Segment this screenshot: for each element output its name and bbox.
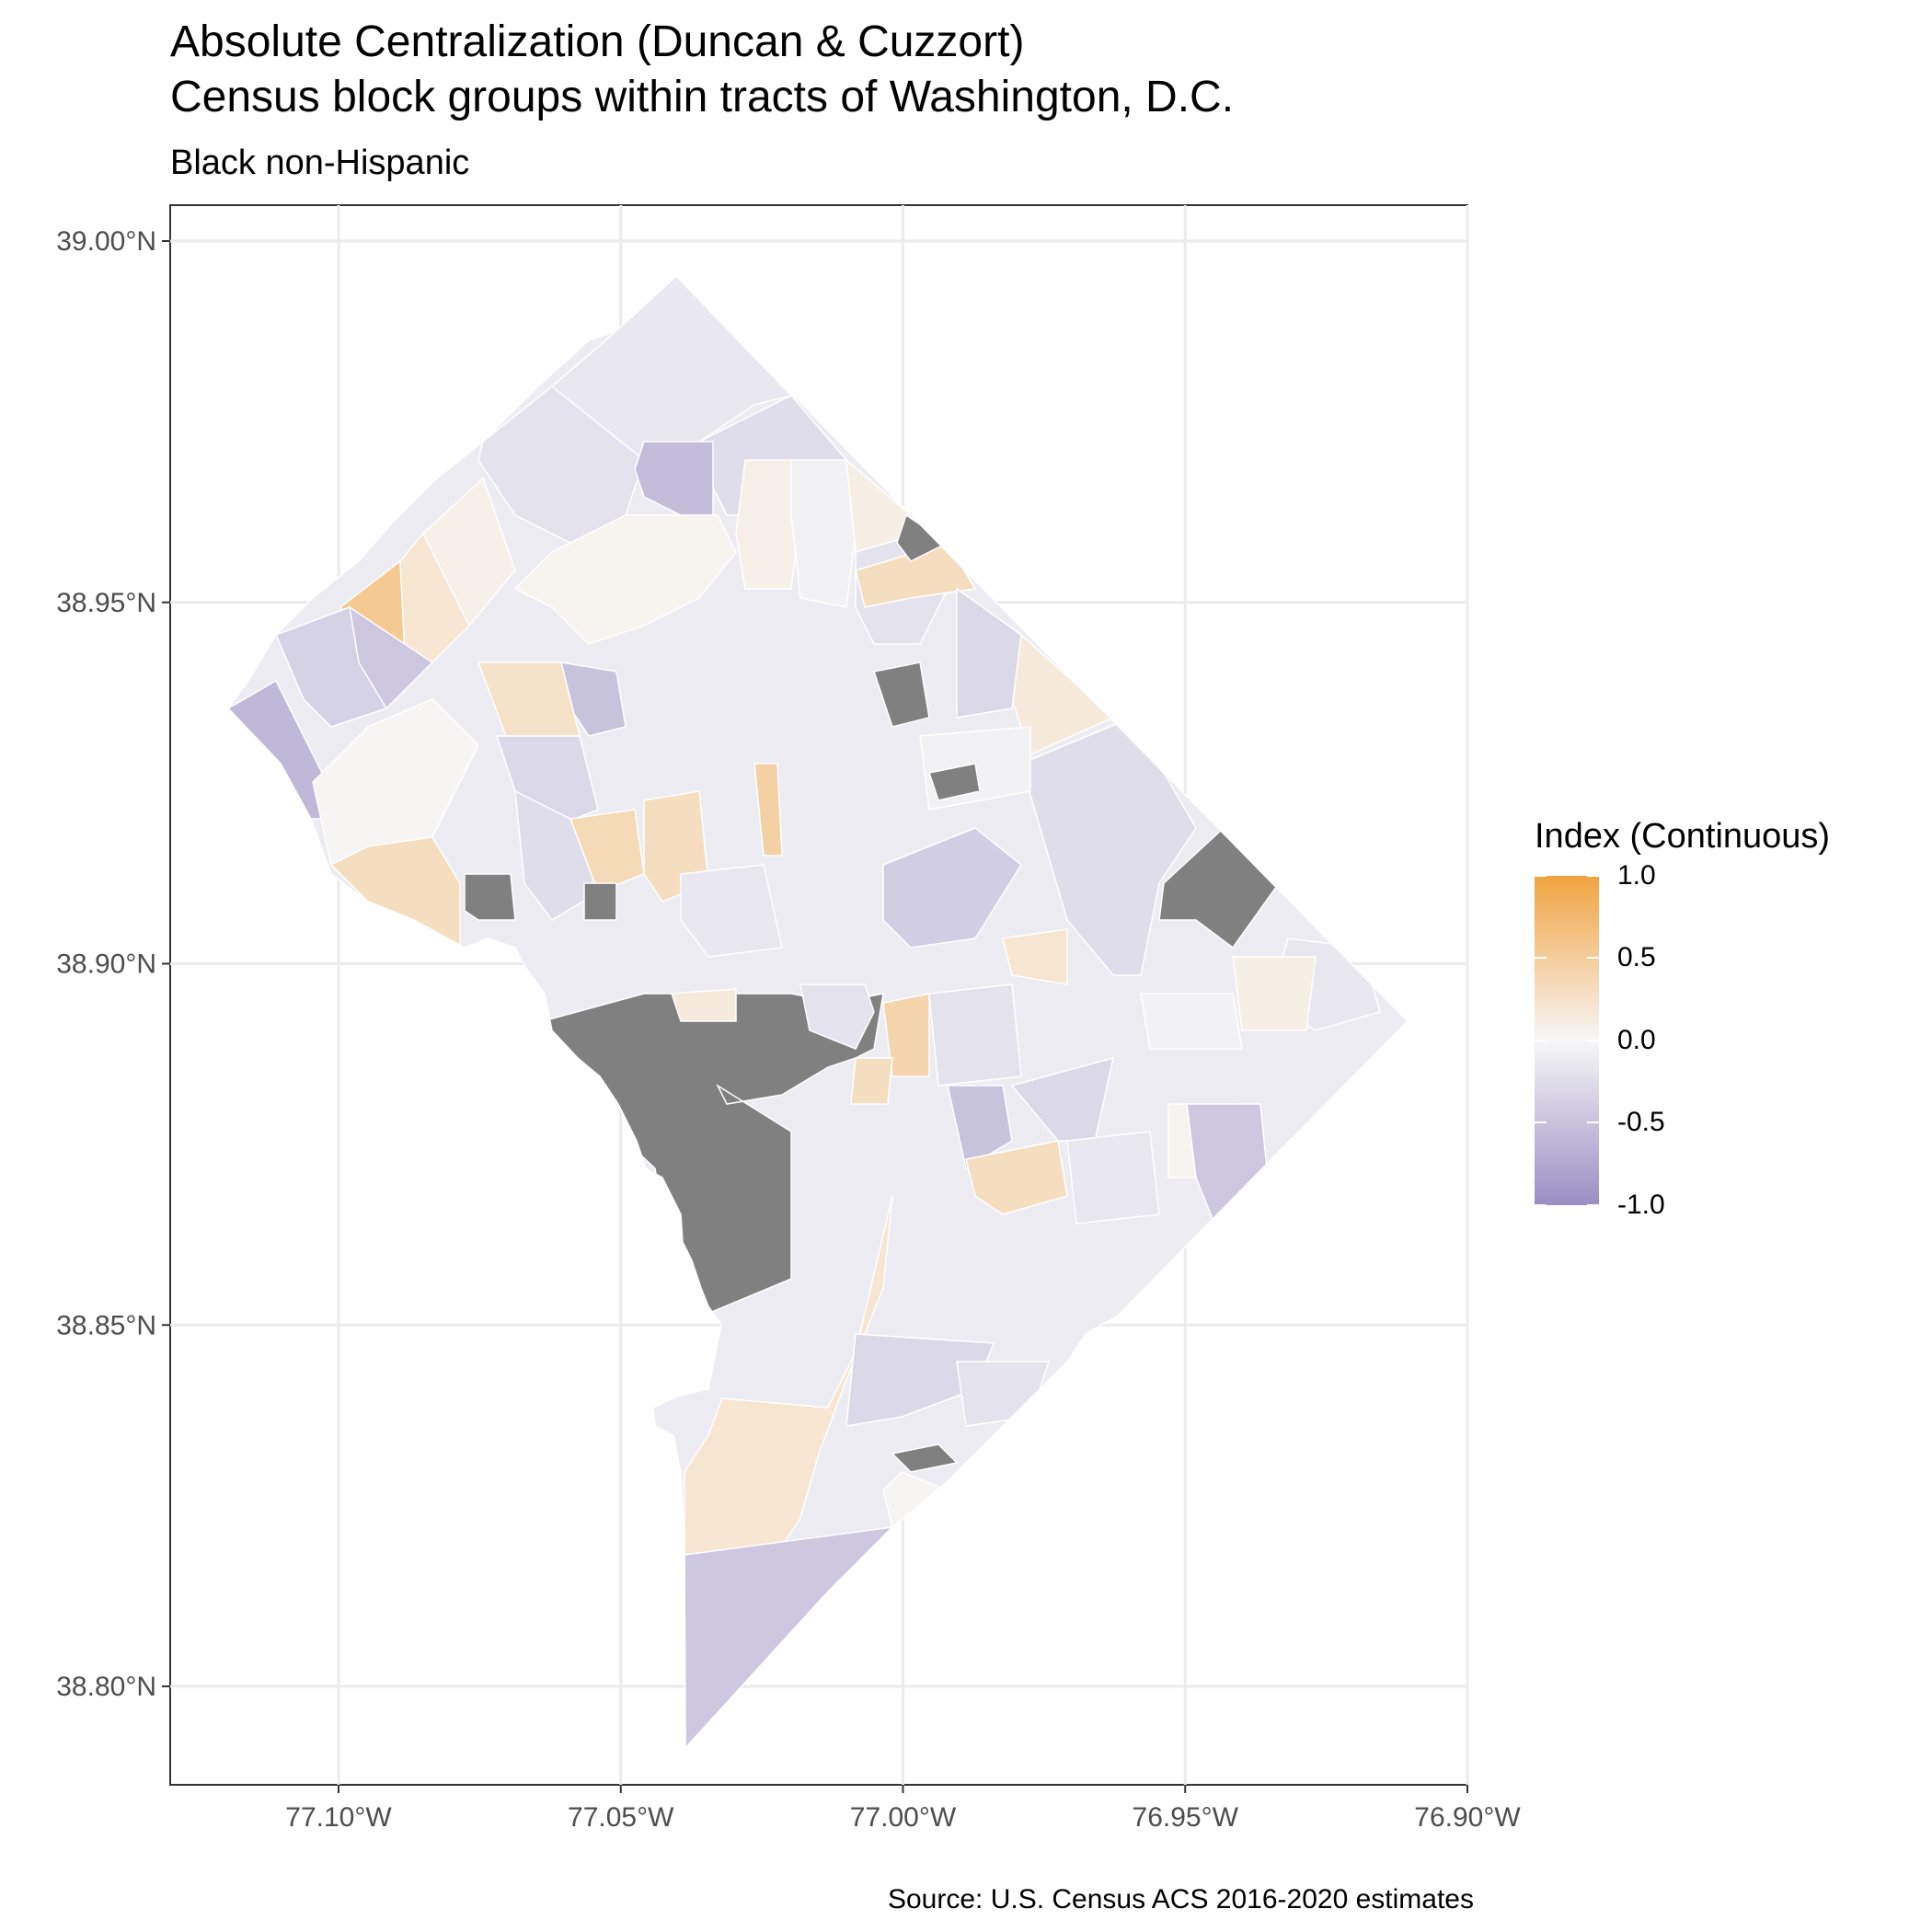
region-se-lav-b: [1066, 1131, 1160, 1225]
block-groups: [228, 276, 1381, 1748]
region-se-purple: [947, 1085, 1013, 1170]
y-tick-label-0: 39.00°N: [56, 226, 156, 257]
chart-title-line-1: Absolute Centralization (Duncan & Cuzzor…: [170, 17, 1025, 66]
y-tick-label-1: 38.95°N: [56, 588, 156, 618]
x-tick-label-4: 76.90°W: [1414, 1802, 1521, 1833]
region-upper-cent-b: [790, 459, 857, 608]
region-ne-purple: [956, 587, 1022, 719]
legend-ticks: [1535, 875, 1599, 1206]
region-far-nw-peach: [399, 532, 470, 663]
region-west-purple-b: [348, 605, 434, 710]
legend-label-0.5: 0.5: [1617, 942, 1656, 972]
region-capitol-peach: [850, 1057, 893, 1105]
y-tick-label-2: 38.90°N: [56, 949, 156, 980]
legend-label-0.0: 0.0: [1617, 1025, 1656, 1055]
legend-title: Index (Continuous): [1535, 817, 1831, 856]
region-downtown-lav: [799, 983, 875, 1050]
chart-subtitle: Black non-Hispanic: [170, 144, 470, 182]
region-east-peach: [1002, 928, 1068, 985]
x-tick-label-2: 77.00°W: [850, 1802, 957, 1833]
region-capitol-orange: [882, 993, 930, 1077]
region-east-na-strip: [928, 763, 981, 801]
dc-boundary: [227, 274, 1409, 1750]
x-tick-label-1: 77.05°W: [568, 1802, 674, 1833]
choropleth-map: [227, 274, 1409, 1750]
y-tick-label-4: 38.80°N: [56, 1672, 156, 1702]
y-axis: 39.00°N 38.95°N 38.90°N 38.85°N 38.80°N: [56, 226, 170, 1702]
region-downtown-peach: [670, 988, 737, 1022]
region-nw-na-small: [464, 873, 516, 921]
legend-label-neg-1.0: -1.0: [1617, 1190, 1665, 1220]
region-east-tip-white: [1140, 993, 1243, 1050]
region-south-na: [891, 1443, 959, 1473]
region-se-peach: [965, 1140, 1068, 1215]
region-mid-na: [873, 661, 930, 728]
x-tick-label-0: 77.10°W: [285, 1802, 392, 1833]
x-axis: 77.10°W 77.05°W 77.00°W 76.95°W 76.90°W: [285, 1785, 1521, 1833]
source-caption: Source: U.S. Census ACS 2016-2020 estima…: [887, 1884, 1474, 1915]
x-tick-label-3: 76.95°W: [1133, 1802, 1239, 1833]
legend-label-1.0: 1.0: [1617, 860, 1656, 891]
region-far-nw-light: [422, 477, 516, 627]
region-central-na: [583, 882, 617, 921]
region-rock-creek-upper: [513, 514, 737, 645]
y-tick-label-3: 38.85°N: [56, 1310, 156, 1340]
chart-title-line-2: Census block groups within tracts of Was…: [170, 73, 1235, 121]
region-south-lav: [845, 1333, 995, 1427]
region-mid-purple: [882, 827, 1022, 949]
region-east-tip-peach: [1232, 956, 1317, 1031]
legend-label-neg-0.5: -0.5: [1617, 1107, 1665, 1137]
region-central-lav-a: [514, 789, 599, 921]
region-capitol-lav: [928, 983, 1022, 1087]
region-central-orange: [753, 763, 783, 857]
region-central-lav-b: [680, 864, 783, 958]
